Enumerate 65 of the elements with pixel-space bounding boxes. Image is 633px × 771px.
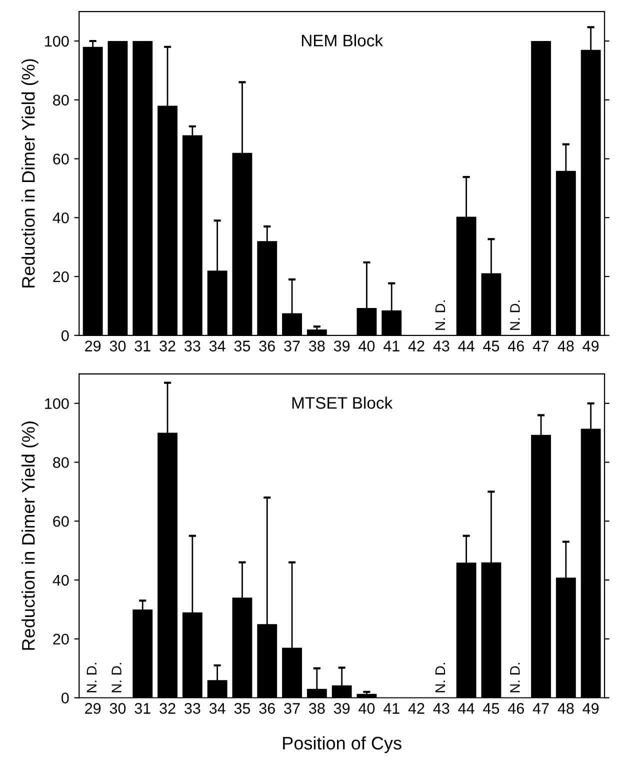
x-tick-label: 36 xyxy=(259,340,275,352)
x-tick-label: 30 xyxy=(110,703,126,714)
x-tick-label: 33 xyxy=(184,703,200,714)
x-tick-label: 48 xyxy=(558,703,574,714)
y-tick-label: 60 xyxy=(53,516,69,527)
x-axis-title: Position of Cys xyxy=(283,736,402,754)
x-tick-label: 46 xyxy=(508,340,524,352)
annotation: N. D. xyxy=(435,300,446,330)
x-tick-label: 32 xyxy=(160,340,176,352)
x-tick-label: 29 xyxy=(85,340,101,352)
x-tick-label: 44 xyxy=(458,703,474,714)
y-tick-label: 60 xyxy=(53,154,69,164)
y-axis-title: Reduction in Dimer Yield (%) xyxy=(22,422,38,650)
text: NEM Block xyxy=(302,34,384,46)
y-tick-label: 80 xyxy=(53,94,69,106)
annotation: N. D. xyxy=(112,662,122,692)
x-tick-label: 48 xyxy=(558,340,574,352)
x-tick-label: 43 xyxy=(433,340,450,352)
y-tick-label: 80 xyxy=(53,457,69,468)
x-tick-label: 46 xyxy=(508,703,524,714)
y-tick-label: 40 xyxy=(52,212,69,224)
annotation: N. D. xyxy=(510,662,520,692)
x-tick-label: 49 xyxy=(582,340,599,352)
x-tick-label: 38 xyxy=(309,703,325,714)
x-tick-label: 35 xyxy=(234,340,250,352)
text: MTSET Block xyxy=(292,396,393,409)
x-tick-label: 47 xyxy=(532,703,549,714)
x-tick-label: 40 xyxy=(358,703,375,714)
y-tick-label: 0 xyxy=(62,692,69,704)
annotation: N. D. xyxy=(86,662,96,692)
x-tick-label: 49 xyxy=(582,703,599,714)
x-tick-label: 39 xyxy=(334,340,350,352)
x-tick-label: 42 xyxy=(408,340,424,352)
y-axis-title: Reduction in Dimer Yield (%) xyxy=(22,59,38,288)
y-tick-label: 20 xyxy=(53,634,69,645)
x-tick-label: 39 xyxy=(334,703,350,714)
y-tick-label: 100 xyxy=(45,36,69,47)
x-tick-label: 34 xyxy=(209,340,226,352)
x-tick-label: 33 xyxy=(184,340,200,352)
x-tick-label: 41 xyxy=(383,703,400,714)
x-tick-label: 47 xyxy=(532,340,549,352)
x-tick-label: 32 xyxy=(160,703,176,714)
x-tick-label: 37 xyxy=(284,340,300,352)
x-tick-label: 35 xyxy=(234,703,250,714)
annotation: N. D. xyxy=(510,300,520,330)
y-tick-label: 20 xyxy=(53,271,69,282)
y-tick-label: 100 xyxy=(45,398,69,410)
x-tick-label: 40 xyxy=(358,340,375,352)
x-tick-label: 31 xyxy=(134,703,150,714)
annotation: N. D. xyxy=(435,662,446,692)
y-tick-label: 0 xyxy=(62,330,69,342)
x-tick-label: 31 xyxy=(134,340,150,352)
y-tick-label: 40 xyxy=(52,574,69,586)
x-tick-label: 45 xyxy=(483,340,500,352)
x-tick-label: 38 xyxy=(309,340,325,352)
x-tick-label: 42 xyxy=(408,703,424,714)
x-tick-label: 36 xyxy=(259,703,275,714)
x-tick-label: 29 xyxy=(85,703,101,714)
x-tick-label: 45 xyxy=(483,703,500,714)
x-tick-label: 34 xyxy=(209,703,226,714)
x-tick-label: 41 xyxy=(383,340,400,352)
x-tick-label: 44 xyxy=(458,340,474,352)
x-tick-label: 43 xyxy=(433,703,450,714)
x-tick-label: 37 xyxy=(284,703,300,714)
x-tick-label: 30 xyxy=(110,340,126,352)
